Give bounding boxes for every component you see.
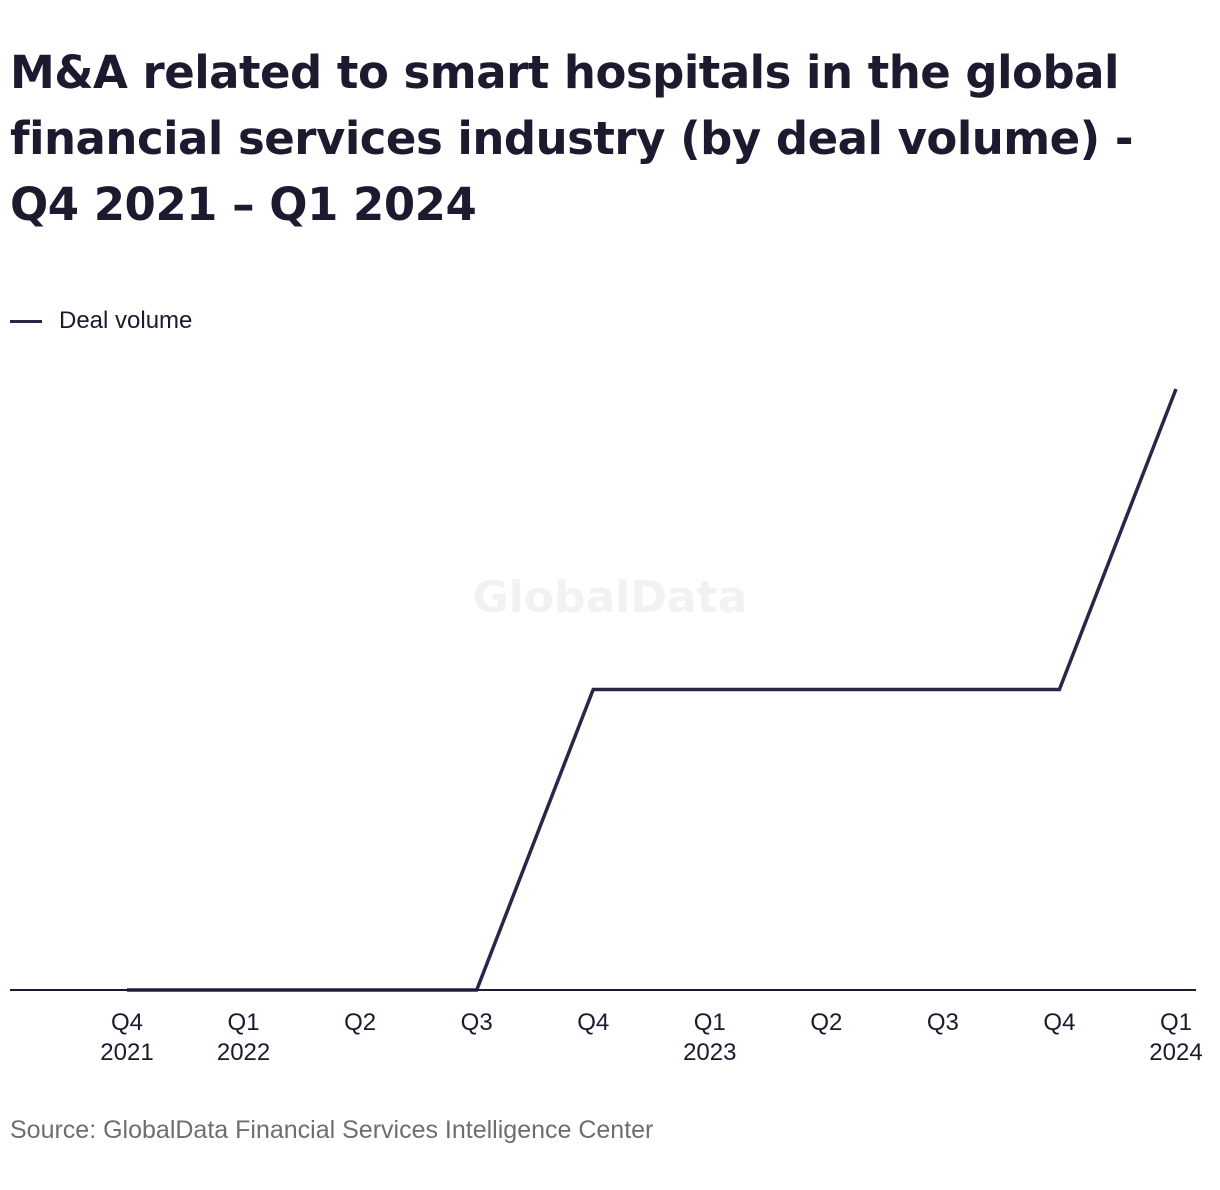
x-tick-label: Q4 2021 <box>100 1009 153 1066</box>
x-tick-label: Q1 2024 <box>1149 1009 1202 1066</box>
legend-label-deal-volume: Deal volume <box>59 307 193 334</box>
x-tick-label: Q1 2022 <box>217 1009 270 1066</box>
x-tick-label: Q4 <box>577 1009 609 1036</box>
watermark: GlobalData <box>473 572 748 623</box>
chart-title: M&A related to smart hospitals in the gl… <box>10 46 1134 231</box>
source-note: Source: GlobalData Financial Services In… <box>10 1116 654 1144</box>
x-tick-label: Q2 <box>810 1009 842 1036</box>
legend: Deal volume <box>10 306 192 336</box>
x-tick-label: Q3 <box>927 1009 959 1036</box>
x-tick-label: Q4 <box>1043 1009 1075 1036</box>
x-tick-label: Q1 2023 <box>683 1009 736 1066</box>
series-line-0 <box>127 388 1178 992</box>
x-tick-label: Q2 <box>344 1009 376 1036</box>
legend-swatch-deal-volume <box>10 319 42 323</box>
x-tick-label: Q3 <box>461 1009 493 1036</box>
